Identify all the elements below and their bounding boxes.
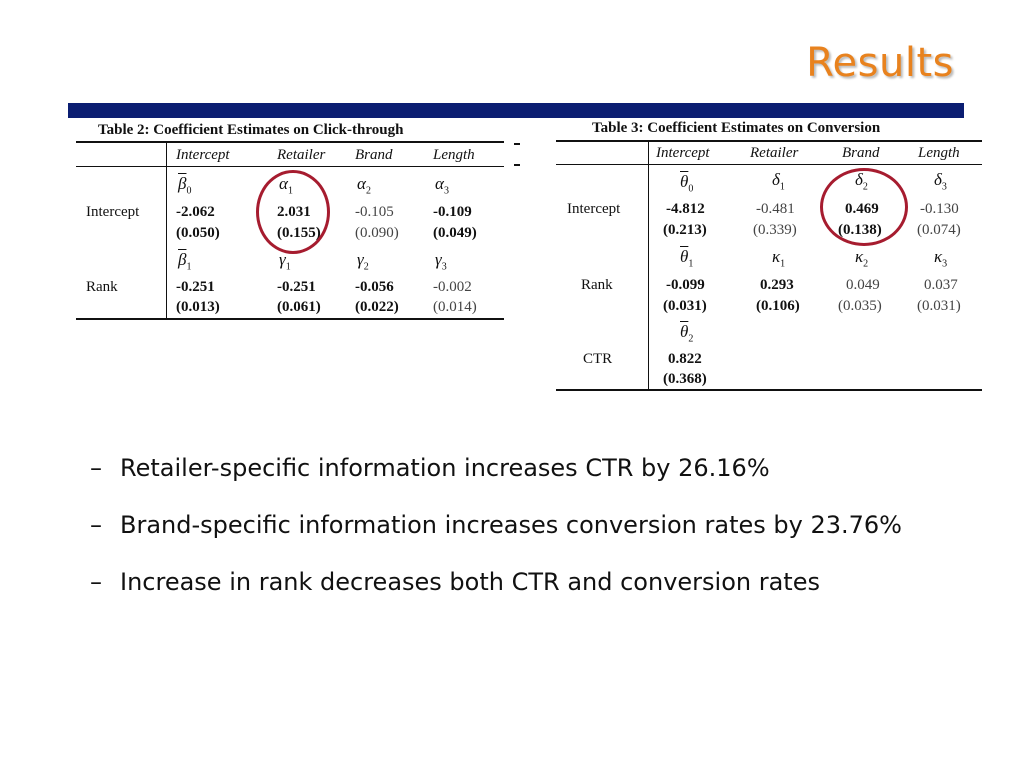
table-3-std-error: (0.339) bbox=[753, 222, 797, 238]
table-3-std-error: (0.031) bbox=[663, 298, 707, 314]
table-3-value: -0.099 bbox=[666, 277, 705, 293]
finding-item: – Increase in rank decreases both CTR an… bbox=[90, 566, 970, 599]
table-2-value: -0.002 bbox=[433, 279, 472, 295]
table-3-std-error: (0.074) bbox=[917, 222, 961, 238]
table-3-symbol: θ0 bbox=[680, 172, 694, 195]
table-3-value: 0.822 bbox=[668, 351, 702, 367]
table-3-symbol: δ3 bbox=[934, 170, 947, 193]
finding-text: Increase in rank decreases both CTR and … bbox=[120, 568, 820, 596]
table-3-symbol: κ1 bbox=[772, 247, 786, 270]
table-3-value: -4.812 bbox=[666, 201, 705, 217]
table-2-value: -0.251 bbox=[277, 279, 316, 295]
table-2-symbol: γ1 bbox=[279, 250, 291, 273]
table-2-value: -0.105 bbox=[355, 204, 394, 220]
table-3-header-length: Length bbox=[918, 145, 960, 161]
table-2-value: -0.056 bbox=[355, 279, 394, 295]
table-2-row-label-rank: Rank bbox=[86, 279, 118, 295]
table-3-std-error: (0.213) bbox=[663, 222, 707, 238]
table-3-value: 0.293 bbox=[760, 277, 794, 293]
highlight-circle-retailer bbox=[256, 170, 330, 254]
table-3-top-rule bbox=[556, 140, 982, 142]
bullet-dash: – bbox=[90, 568, 102, 596]
table-2-value: -2.062 bbox=[176, 204, 215, 220]
table-3-symbol: κ2 bbox=[855, 247, 869, 270]
table-2-symbol: β1 bbox=[178, 250, 192, 273]
table-3-header-rule bbox=[556, 164, 982, 165]
table-3-symbol: κ3 bbox=[934, 247, 948, 270]
table-2-symbol: β0 bbox=[178, 174, 192, 197]
table-2-std-error: (0.013) bbox=[176, 299, 220, 315]
table-2-symbol: α2 bbox=[357, 174, 371, 197]
table-2-value: -0.251 bbox=[176, 279, 215, 295]
table-2-header-intercept: Intercept bbox=[176, 147, 230, 163]
table-2-value: -0.109 bbox=[433, 204, 472, 220]
table-2-std-error: (0.090) bbox=[355, 225, 399, 241]
findings-list: – Retailer-specific information increase… bbox=[90, 452, 970, 623]
slide-title: Results bbox=[806, 40, 954, 86]
table-3-bottom-rule bbox=[556, 389, 982, 391]
table-3-value: 0.049 bbox=[846, 277, 880, 293]
table-fragment-mark bbox=[514, 143, 520, 145]
bullet-dash: – bbox=[90, 511, 102, 539]
table-2-std-error: (0.061) bbox=[277, 299, 321, 315]
table-3-value: -0.481 bbox=[756, 201, 795, 217]
table-2-top-rule bbox=[76, 141, 504, 143]
table-2-std-error: (0.050) bbox=[176, 225, 220, 241]
table-3-std-error: (0.035) bbox=[838, 298, 882, 314]
table-2-symbol: γ2 bbox=[357, 250, 369, 273]
table-2-row-label-intercept: Intercept bbox=[86, 204, 140, 220]
table-3-std-error: (0.368) bbox=[663, 371, 707, 387]
table-3-header-intercept: Intercept bbox=[656, 145, 710, 161]
bullet-dash: – bbox=[90, 454, 102, 482]
table-3-symbol: δ1 bbox=[772, 170, 785, 193]
table-3-row-label-ctr: CTR bbox=[583, 351, 613, 367]
table-3-header-brand: Brand bbox=[842, 145, 880, 161]
table-2-header-retailer: Retailer bbox=[277, 147, 326, 163]
table-2-symbol: γ3 bbox=[435, 250, 447, 273]
finding-item: – Brand-specific information increases c… bbox=[90, 509, 970, 542]
table-2-header-brand: Brand bbox=[355, 147, 393, 163]
table-3-header-retailer: Retailer bbox=[750, 145, 799, 161]
table-3-std-error: (0.106) bbox=[756, 298, 800, 314]
table-3-value: 0.037 bbox=[924, 277, 958, 293]
table-3-row-label-intercept: Intercept bbox=[567, 201, 621, 217]
table-3-symbol: θ1 bbox=[680, 247, 694, 270]
table-2-header-length: Length bbox=[433, 147, 475, 163]
table-3-column-divider bbox=[648, 140, 649, 391]
table-3-caption: Table 3: Coefficient Estimates on Conver… bbox=[592, 120, 881, 136]
table-3-std-error: (0.031) bbox=[917, 298, 961, 314]
table-2-symbol: α3 bbox=[435, 174, 449, 197]
table-2-column-divider bbox=[166, 141, 167, 320]
table-fragment-mark bbox=[514, 164, 520, 166]
finding-text: Retailer-specific information increases … bbox=[120, 454, 770, 482]
table-2-std-error: (0.022) bbox=[355, 299, 399, 315]
table-3-value: -0.130 bbox=[920, 201, 959, 217]
table-2-header-rule bbox=[76, 166, 504, 167]
finding-text: Brand-specific information increases con… bbox=[120, 511, 902, 539]
table-2-std-error: (0.049) bbox=[433, 225, 477, 241]
table-3-symbol: θ2 bbox=[680, 322, 694, 345]
finding-item: – Retailer-specific information increase… bbox=[90, 452, 970, 485]
table-2-std-error: (0.014) bbox=[433, 299, 477, 315]
table-3-row-label-rank: Rank bbox=[581, 277, 613, 293]
table-2-caption: Table 2: Coefficient Estimates on Click-… bbox=[98, 122, 404, 138]
highlight-circle-brand bbox=[820, 168, 908, 246]
table-2-bottom-rule bbox=[76, 318, 504, 320]
title-divider-bar bbox=[68, 103, 964, 118]
